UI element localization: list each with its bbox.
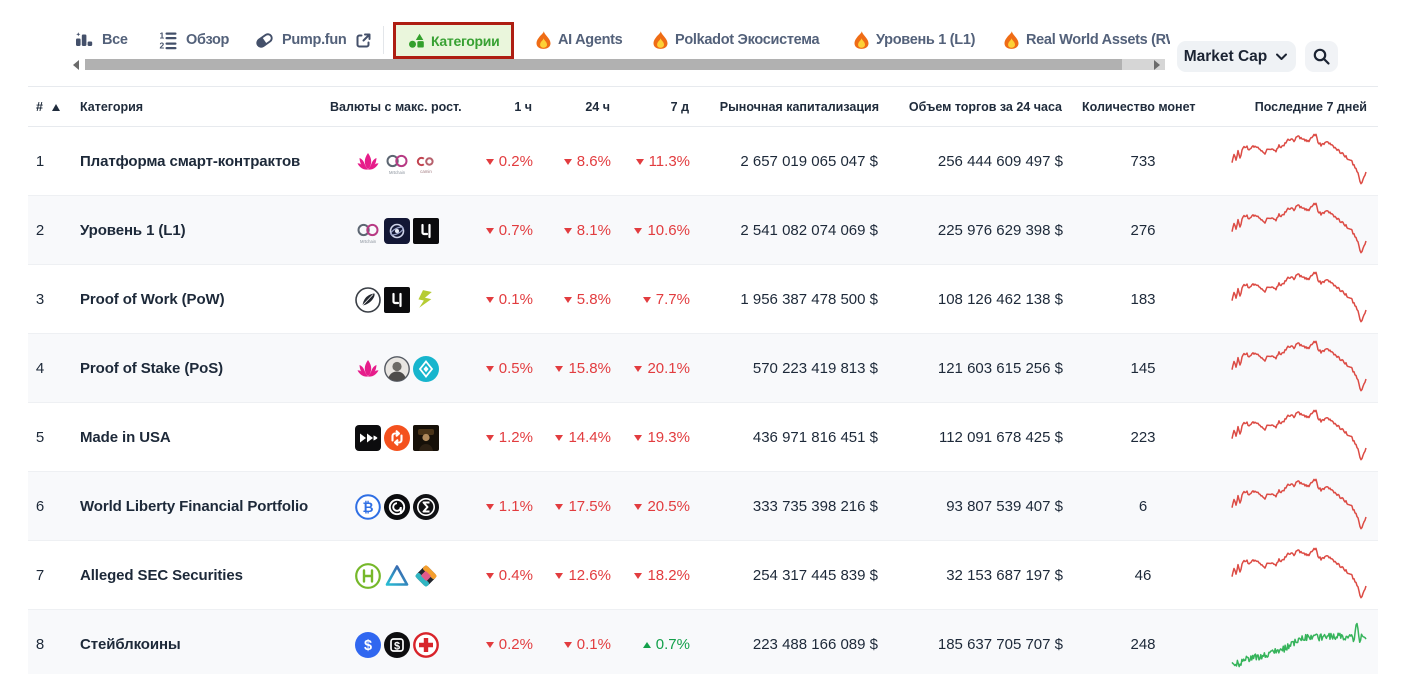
svg-text:Mrtchain: Mrtchain — [389, 170, 406, 175]
svg-text:camin: camin — [420, 169, 432, 174]
svg-text:$: $ — [394, 640, 400, 652]
svg-text:2: 2 — [160, 41, 165, 51]
svg-text:1: 1 — [160, 31, 165, 41]
svg-text:Mrtchain: Mrtchain — [360, 239, 377, 244]
svg-text:₿: ₿ — [362, 500, 373, 515]
svg-text:$: $ — [364, 638, 372, 654]
